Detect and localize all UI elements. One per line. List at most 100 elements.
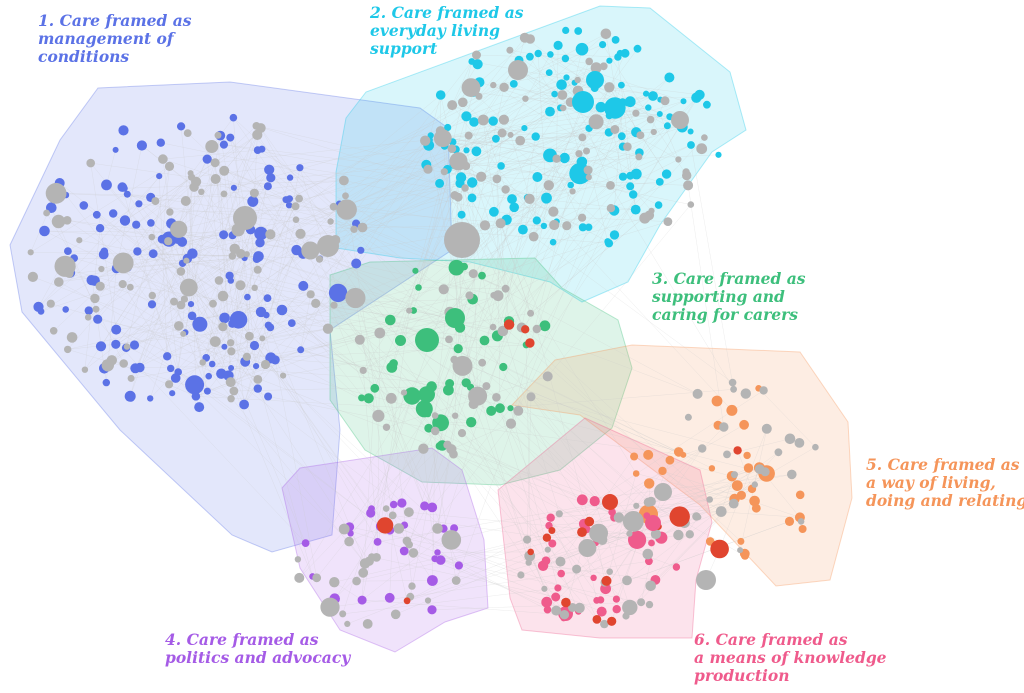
cluster-node-4 [399,546,409,556]
cluster-node-1 [286,195,293,203]
unassigned-node [180,295,188,303]
unassigned-node [27,249,34,256]
cluster-node-5 [743,451,751,460]
cluster-node-1 [239,399,250,410]
cluster-node-1 [219,312,230,324]
cluster-node-2 [661,169,672,179]
unassigned-node [170,220,188,238]
unassigned-node [730,385,737,393]
cluster-node-1 [124,390,136,402]
cluster-node-1 [170,373,181,383]
unassigned-node [541,585,548,592]
unassigned-node [797,518,805,525]
cluster-node-1 [203,387,211,395]
cluster-node-1 [101,179,112,191]
cluster-node-2 [643,90,650,97]
unassigned-node [432,523,443,534]
cluster-node-5 [658,466,667,476]
unassigned-node [645,600,654,609]
cluster-node-1 [177,236,188,247]
cluster-node-3 [415,400,433,418]
bridge-node [592,615,602,624]
unassigned-node [568,603,577,612]
unassigned-node [180,196,191,206]
hub-node [671,111,689,129]
unassigned-node [205,140,219,153]
unassigned-node [623,142,632,151]
cluster-node-1 [328,283,348,303]
cluster-node-5 [711,395,723,407]
unassigned-node [199,359,206,366]
unassigned-node [46,299,55,308]
cluster-node-3 [370,383,380,393]
cluster-node-5 [751,503,761,513]
cluster-node-2 [488,116,498,126]
unassigned-node [127,374,135,382]
cluster-node-5 [708,465,716,472]
cluster-node-1 [93,314,103,324]
cluster-node-1 [118,125,129,136]
unassigned-node [374,327,386,339]
cluster-node-2 [507,194,517,204]
unassigned-node [443,440,452,449]
unassigned-node [311,298,321,308]
unassigned-node [606,181,615,190]
cluster-node-1 [296,164,304,172]
cluster-node-2 [648,91,658,101]
cluster-node-1 [228,319,237,328]
unassigned-node [295,194,303,203]
unassigned-node [214,276,224,285]
unassigned-node [435,126,446,136]
unassigned-node [214,131,222,139]
unassigned-node [251,284,258,291]
cluster-node-1 [285,202,293,209]
cluster-node-2 [578,223,588,232]
cluster-label-3: 3. Care framed as supporting and caring … [652,269,806,324]
unassigned-node [441,530,462,550]
unassigned-node [280,372,287,379]
cluster-node-2 [469,117,479,127]
cluster-label-2: 2. Care framed as everyday living suppor… [370,3,524,58]
cluster-node-1 [357,246,365,254]
cluster-node-2 [521,125,528,132]
cluster-node-2 [457,210,466,219]
cluster-node-2 [489,206,499,217]
cluster-node-2 [605,112,613,120]
unassigned-node [339,175,349,186]
cluster-node-3 [453,344,463,354]
unassigned-node [599,62,608,71]
cluster-node-2 [656,111,663,117]
cluster-node-1 [95,341,107,352]
cluster-node-5 [739,419,749,430]
hub-node [602,494,618,510]
cluster-node-1 [136,140,147,151]
unassigned-node [774,448,783,457]
bridge-node [710,539,729,559]
unassigned-node [606,204,616,213]
cluster-node-2 [532,172,543,182]
hub-node [415,328,439,352]
unassigned-node [692,512,701,521]
unassigned-node [645,580,656,592]
unassigned-node [604,82,615,93]
cluster-node-5 [632,470,640,477]
unassigned-node [227,347,236,356]
cluster-node-2 [604,238,612,245]
unassigned-node [406,307,413,314]
cluster-node-4 [427,605,437,615]
cluster-hull-3 [329,257,633,486]
unassigned-node [663,217,673,227]
unassigned-node [715,506,727,517]
cluster-node-5 [741,551,749,560]
unassigned-node [164,161,175,171]
unassigned-node [235,280,246,291]
cluster-node-3 [412,267,419,274]
cluster-node-2 [553,40,563,51]
unassigned-node [635,153,643,161]
cluster-node-1 [297,346,305,354]
unassigned-node [119,359,128,368]
cluster-node-4 [389,500,398,509]
unassigned-node [400,389,408,396]
unassigned-node [632,109,640,117]
cluster-node-5 [798,525,807,533]
